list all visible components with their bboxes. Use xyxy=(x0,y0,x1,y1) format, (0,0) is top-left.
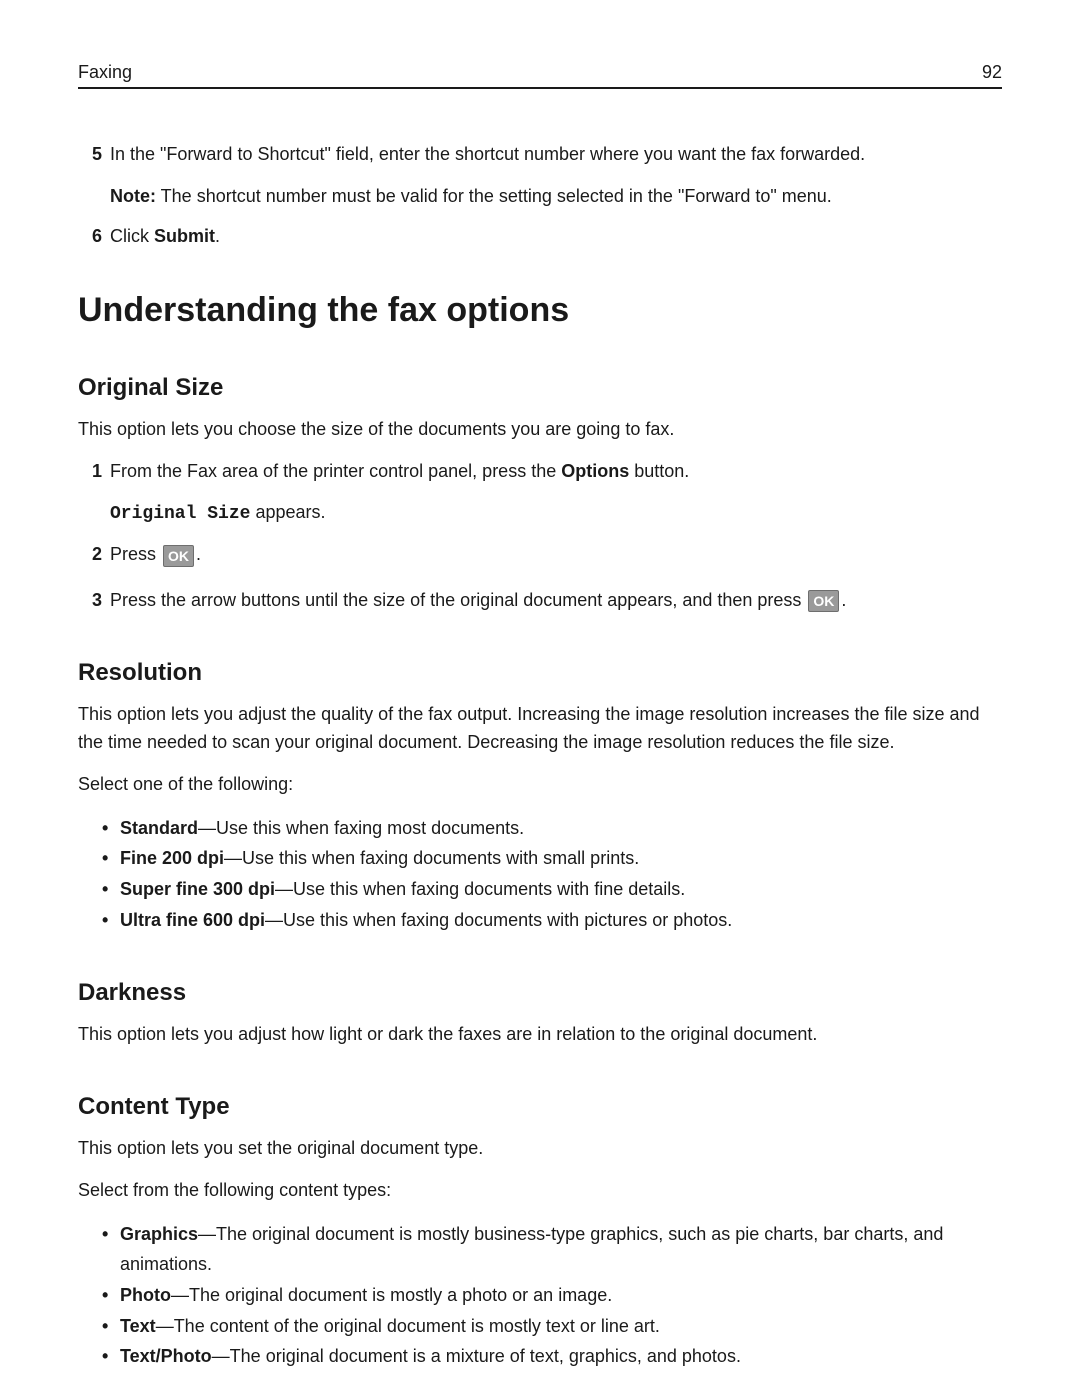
list-item: Text/Photo—The original document is a mi… xyxy=(102,1341,1002,1372)
item-bold: Text xyxy=(120,1316,156,1336)
section-heading-resolution: Resolution xyxy=(78,659,1002,687)
step-text-before: Click xyxy=(110,226,154,246)
item-bold: Photo xyxy=(120,1285,171,1305)
step-number: 6 xyxy=(78,223,102,251)
item-rest: —The original document is a mixture of t… xyxy=(212,1346,741,1366)
step-text-before: Press xyxy=(110,544,161,564)
step-text-after: . xyxy=(196,544,201,564)
section-heading-content-type: Content Type xyxy=(78,1093,1002,1121)
item-rest: —The original document is mostly a photo… xyxy=(171,1285,612,1305)
step-body: In the "Forward to Shortcut" field, ente… xyxy=(110,141,1002,211)
list-item: Graphics—The original document is mostly… xyxy=(102,1219,1002,1280)
original-size-step-2: 2 Press OK. xyxy=(78,541,1002,569)
list-item: Fine 200 dpi—Use this when faxing docume… xyxy=(102,843,1002,874)
step-text-after: button. xyxy=(629,461,689,481)
list-item: Text—The content of the original documen… xyxy=(102,1311,1002,1342)
item-bold: Super fine 300 dpi xyxy=(120,879,275,899)
step-number: 2 xyxy=(78,541,102,569)
list-item: Photo—The original document is mostly a … xyxy=(102,1280,1002,1311)
step-number: 5 xyxy=(78,141,102,169)
step-note: Note: The shortcut number must be valid … xyxy=(110,183,1002,211)
resolution-p2: Select one of the following: xyxy=(78,771,1002,799)
step-body: From the Fax area of the printer control… xyxy=(110,458,1002,530)
step-number: 3 xyxy=(78,587,102,615)
page-header: Faxing 92 xyxy=(78,62,1002,89)
item-bold: Standard xyxy=(120,818,198,838)
step-bold: Options xyxy=(561,461,629,481)
mono-text: Original Size xyxy=(110,504,250,524)
item-rest: —Use this when faxing most documents. xyxy=(198,818,524,838)
header-page-number: 92 xyxy=(982,62,1002,83)
ok-button-icon: OK xyxy=(808,590,839,612)
step-text-before: From the Fax area of the printer control… xyxy=(110,461,561,481)
step-text: In the "Forward to Shortcut" field, ente… xyxy=(110,144,865,164)
item-rest: —The content of the original document is… xyxy=(156,1316,660,1336)
step-sub: Original Size appears. xyxy=(110,499,1002,529)
step-bold: Submit xyxy=(154,226,215,246)
item-rest: —Use this when faxing documents with fin… xyxy=(275,879,685,899)
step-text-before: Press the arrow buttons until the size o… xyxy=(110,590,806,610)
list-item: Ultra fine 600 dpi—Use this when faxing … xyxy=(102,905,1002,936)
item-rest: —The original document is mostly busines… xyxy=(120,1224,943,1275)
sub-text-after: appears. xyxy=(250,502,325,522)
note-text: The shortcut number must be valid for th… xyxy=(156,186,832,206)
page: Faxing 92 5 In the "Forward to Shortcut"… xyxy=(0,0,1080,1397)
resolution-list: Standard—Use this when faxing most docum… xyxy=(102,813,1002,935)
step-number: 1 xyxy=(78,458,102,486)
original-size-step-3: 3 Press the arrow buttons until the size… xyxy=(78,587,1002,615)
note-label: Note: xyxy=(110,186,156,206)
step-text-after: . xyxy=(215,226,220,246)
section-heading-original-size: Original Size xyxy=(78,374,1002,402)
original-size-step-1: 1 From the Fax area of the printer contr… xyxy=(78,458,1002,530)
list-item: Standard—Use this when faxing most docum… xyxy=(102,813,1002,844)
main-heading: Understanding the fax options xyxy=(78,291,1002,330)
ok-button-icon: OK xyxy=(163,545,194,567)
list-item: Super fine 300 dpi—Use this when faxing … xyxy=(102,874,1002,905)
section-heading-darkness: Darkness xyxy=(78,979,1002,1007)
header-section: Faxing xyxy=(78,62,132,83)
darkness-p1: This option lets you adjust how light or… xyxy=(78,1021,1002,1049)
content-type-p1: This option lets you set the original do… xyxy=(78,1135,1002,1163)
item-bold: Graphics xyxy=(120,1224,198,1244)
step-body: Press OK. xyxy=(110,541,1002,569)
item-rest: —Use this when faxing documents with sma… xyxy=(224,848,639,868)
item-rest: —Use this when faxing documents with pic… xyxy=(265,910,732,930)
item-bold: Text/Photo xyxy=(120,1346,212,1366)
item-bold: Ultra fine 600 dpi xyxy=(120,910,265,930)
continuation-steps: 5 In the "Forward to Shortcut" field, en… xyxy=(78,141,1002,251)
step-5: 5 In the "Forward to Shortcut" field, en… xyxy=(78,141,1002,211)
original-size-intro: This option lets you choose the size of … xyxy=(78,416,1002,444)
step-6: 6 Click Submit. xyxy=(78,223,1002,251)
step-body: Click Submit. xyxy=(110,223,1002,251)
item-bold: Fine 200 dpi xyxy=(120,848,224,868)
step-body: Press the arrow buttons until the size o… xyxy=(110,587,1002,615)
content-type-list: Graphics—The original document is mostly… xyxy=(102,1219,1002,1372)
step-text-after: . xyxy=(841,590,846,610)
content-type-p2: Select from the following content types: xyxy=(78,1177,1002,1205)
resolution-p1: This option lets you adjust the quality … xyxy=(78,701,1002,757)
